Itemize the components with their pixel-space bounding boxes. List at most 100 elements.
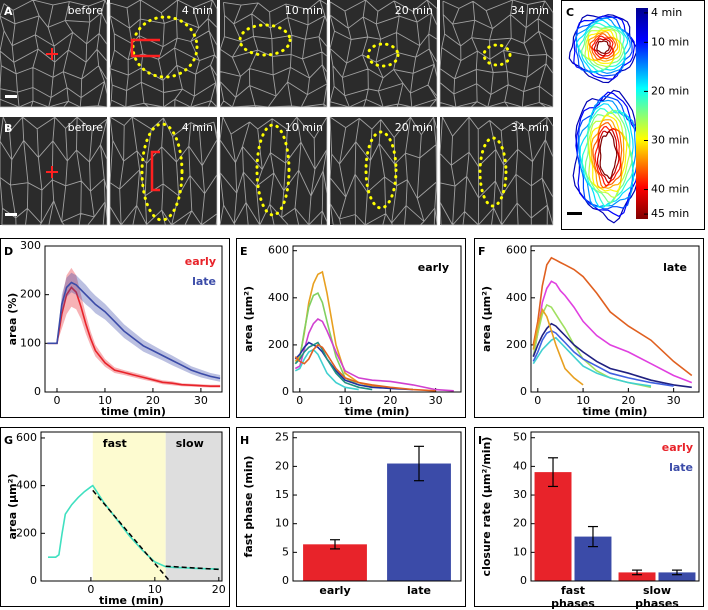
frame-label: 34 min xyxy=(511,121,549,134)
wound-outline xyxy=(255,123,291,217)
colorbar xyxy=(636,8,648,219)
y-tick-label: 40 xyxy=(513,459,527,472)
phase-label: slow xyxy=(176,437,204,450)
micrograph xyxy=(110,117,217,225)
ablation-line xyxy=(130,38,160,58)
y-tick-label: 300 xyxy=(20,239,41,252)
legend-entry: early xyxy=(662,441,693,454)
y-tick-label: 30 xyxy=(513,488,527,501)
wound-outline xyxy=(366,42,400,68)
panel-letter: B xyxy=(4,122,12,135)
y-axis-label: closure rate (μm²/min) xyxy=(480,437,493,577)
x-tick-label: 20 xyxy=(146,394,160,407)
wound-contour xyxy=(596,40,610,55)
y-tick-label: 200 xyxy=(268,338,289,351)
y-tick-label: 25 xyxy=(275,431,289,444)
y-tick-label: 200 xyxy=(16,526,37,539)
wound-contour xyxy=(593,38,612,57)
y-axis-label: area (%) xyxy=(6,293,19,346)
wound-contour xyxy=(578,22,626,73)
cell-membranes xyxy=(109,0,218,108)
x-tick-label: 20 xyxy=(383,394,397,407)
y-tick-label: 15 xyxy=(275,488,289,501)
wound-contour xyxy=(581,107,634,207)
y-axis-label: area (μm²) xyxy=(6,474,19,540)
x-tick-label: 0 xyxy=(87,583,94,596)
scale-bar xyxy=(567,212,582,215)
colorbar-tick-label: 45 min xyxy=(651,207,689,220)
micrograph xyxy=(440,0,553,107)
scale-bar xyxy=(5,213,17,216)
x-tick-label: 10 xyxy=(576,394,590,407)
y-tick-label: 20 xyxy=(275,459,289,472)
colorbar-tick-label: 30 min xyxy=(651,133,689,146)
series-line xyxy=(47,281,221,380)
wound-contour xyxy=(587,30,619,62)
series-line xyxy=(294,343,436,392)
cell-membranes xyxy=(0,116,108,226)
x-tick-label: 0 xyxy=(296,394,303,407)
x-tick-label: 30 xyxy=(194,394,208,407)
x-tick-label: 20 xyxy=(212,583,226,596)
series-line xyxy=(532,336,652,387)
phase-label: fast xyxy=(103,437,127,450)
cell-membranes xyxy=(329,0,438,108)
frame-label: 4 min xyxy=(182,4,213,17)
y-tick-label: 100 xyxy=(20,336,41,349)
plot-frame xyxy=(292,431,462,582)
panel-letter: E xyxy=(240,245,248,258)
x-tick-label: fast phases xyxy=(551,584,595,610)
wound-contour xyxy=(599,130,618,180)
wound-contour xyxy=(586,29,621,65)
y-axis-label: area (μm²) xyxy=(480,286,493,352)
series-line xyxy=(532,329,674,387)
cell-membranes xyxy=(109,116,218,226)
y-tick-label: 600 xyxy=(268,244,289,257)
y-tick-label: 10 xyxy=(275,517,289,530)
wound-contour xyxy=(575,16,633,77)
panel-letter: H xyxy=(240,434,249,447)
x-tick-label: late xyxy=(407,584,431,597)
fit-line xyxy=(165,565,223,571)
plot-frame xyxy=(530,431,700,582)
wound-outline xyxy=(364,130,398,210)
ablation-line xyxy=(150,150,160,192)
x-tick-label: slow phases xyxy=(635,584,679,610)
y-tick-label: 200 xyxy=(506,338,527,351)
x-axis-label: time (min) xyxy=(101,405,166,418)
wound-contour xyxy=(589,32,617,61)
y-tick-label: 10 xyxy=(513,545,527,558)
wound-contour xyxy=(576,95,640,210)
series-line xyxy=(294,318,454,392)
x-tick-label: 30 xyxy=(429,394,443,407)
x-tick-label: 30 xyxy=(667,394,681,407)
x-tick-label: 0 xyxy=(534,394,541,407)
series-line xyxy=(47,286,221,387)
series-line xyxy=(532,280,693,384)
plot-frame xyxy=(44,245,223,393)
colorbar-tick-label: 40 min xyxy=(651,183,689,196)
x-tick-label: 10 xyxy=(148,583,162,596)
wound-outline xyxy=(140,122,184,222)
plot-frame xyxy=(292,245,462,393)
frame-label: 20 min xyxy=(395,4,433,17)
x-axis-label: time (min) xyxy=(583,405,648,418)
panel-letter: D xyxy=(4,245,13,258)
y-tick-label: 20 xyxy=(513,517,527,530)
bar xyxy=(387,463,451,581)
panel-letter: A xyxy=(4,5,13,18)
plot-annotation: late xyxy=(663,261,687,274)
frame-label: 10 min xyxy=(285,4,323,17)
y-tick-label: 400 xyxy=(16,479,37,492)
cell-membranes xyxy=(219,116,328,226)
panel-frame xyxy=(0,238,230,418)
fit-line xyxy=(92,489,171,582)
panel-letter: I xyxy=(478,434,482,447)
cell-membranes xyxy=(439,116,554,226)
ablation-mark xyxy=(46,166,58,178)
panel-letter: C xyxy=(566,6,574,19)
frame-label: 4 min xyxy=(182,121,213,134)
wound-contour xyxy=(591,35,614,59)
phase-region xyxy=(165,432,222,581)
frame-label: 10 min xyxy=(285,121,323,134)
